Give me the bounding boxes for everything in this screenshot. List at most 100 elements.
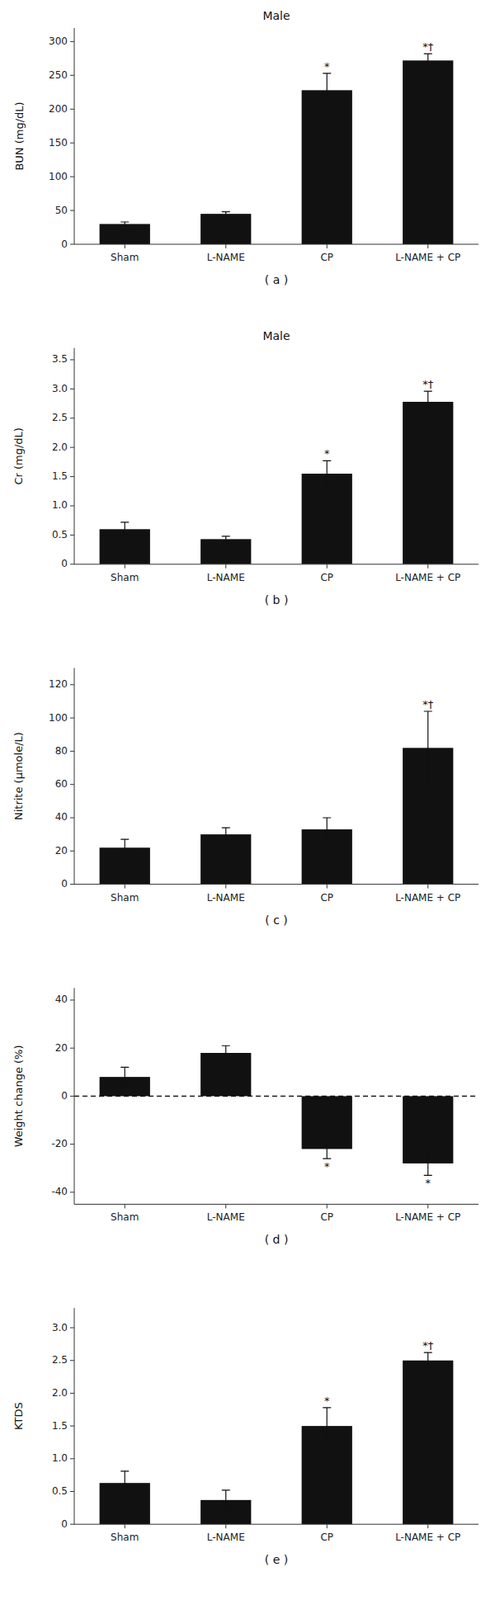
- y-tick-label: 1.5: [51, 470, 68, 482]
- title: Male: [262, 329, 290, 343]
- marks: [99, 53, 454, 245]
- error-bar: [221, 212, 231, 217]
- x-axis: [74, 1203, 479, 1205]
- annotation: *†: [422, 1338, 434, 1352]
- bar: [301, 473, 353, 565]
- x-tick-label: CP: [320, 251, 334, 264]
- y-tick: [70, 683, 75, 685]
- x-tick-label: L-NAME: [207, 1211, 246, 1223]
- y-tick-label: 100: [48, 170, 68, 183]
- panel: 020406080100120*†ShamL-NAMECPL-NAME + CP…: [13, 668, 480, 927]
- y-tick: [70, 417, 75, 419]
- y-tick: [70, 1327, 75, 1329]
- error-bar: [322, 817, 331, 841]
- panel-label: ( e ): [264, 1552, 288, 1566]
- x-tick: [225, 564, 227, 569]
- y-tick: [70, 1425, 75, 1427]
- x-tick: [124, 1523, 126, 1528]
- x-tick: [225, 884, 227, 889]
- x-tick-label: Sham: [110, 1531, 139, 1543]
- y-tick: [70, 717, 75, 719]
- panel: 00.51.01.52.02.53.03.5**†ShamL-NAMECPL-N…: [13, 329, 480, 607]
- y-tick: [70, 476, 75, 477]
- annotation: *†: [422, 697, 434, 711]
- bar: [200, 538, 251, 564]
- y-tick: [70, 41, 75, 43]
- annotation: *: [324, 1159, 330, 1173]
- y-tick-label: 0.5: [51, 1485, 68, 1497]
- error-bar: [221, 1045, 231, 1060]
- y-tick: [70, 850, 75, 852]
- y-tick: [70, 1490, 75, 1492]
- y-tick-label: 100: [48, 711, 68, 724]
- y-tick-label: 2.0: [51, 1386, 68, 1399]
- annotation: *: [324, 447, 330, 460]
- y-tick: [70, 504, 75, 506]
- error-bar: [221, 827, 231, 841]
- error-bar: [322, 73, 331, 108]
- x-tick-label: CP: [320, 891, 334, 904]
- x-axis: [74, 563, 479, 565]
- y-tick: [70, 447, 75, 448]
- x-tick-label: Sham: [110, 251, 139, 264]
- y-tick: [70, 534, 75, 536]
- y-tick-label: -40: [51, 1185, 68, 1198]
- panel-label: ( a ): [264, 273, 288, 287]
- y-axis-label: KTDS: [13, 1401, 26, 1430]
- y-tick: [70, 1047, 75, 1049]
- y-axis: [74, 1307, 76, 1524]
- y-tick-label: 50: [55, 204, 68, 217]
- y-tick-label: 2.5: [51, 1353, 68, 1366]
- y-tick: [70, 142, 75, 144]
- x-axis: [74, 883, 479, 885]
- annotation: *†: [422, 40, 434, 53]
- panel-label: ( d ): [264, 1232, 289, 1246]
- panel-label: ( c ): [264, 913, 288, 927]
- x-tick: [326, 1203, 328, 1208]
- x-tick: [225, 1203, 227, 1208]
- y-axis-label: Cr (mg/dL): [13, 427, 26, 486]
- x-tick-label: L-NAME: [207, 891, 246, 904]
- x-tick-label: L-NAME + CP: [395, 1211, 461, 1223]
- error-bar: [424, 711, 433, 785]
- y-tick-label: 2.0: [51, 441, 68, 453]
- y-tick-label: 0.5: [51, 528, 68, 541]
- error-bar: [120, 221, 129, 227]
- bar: [402, 60, 453, 245]
- y-tick-label: 2.5: [51, 411, 68, 424]
- marks: [99, 1352, 454, 1524]
- x-tick-label: Sham: [110, 891, 139, 904]
- bar: [200, 834, 251, 884]
- error-bar: [322, 1407, 331, 1444]
- x-tick: [427, 884, 429, 889]
- marks: [99, 391, 454, 565]
- x-tick: [124, 1203, 126, 1208]
- y-tick-label: 0: [61, 877, 68, 890]
- y-tick: [70, 358, 75, 360]
- y-tick-label: 3.0: [51, 1321, 68, 1334]
- y-tick-label: 1.0: [51, 499, 68, 511]
- x-tick: [326, 884, 328, 889]
- x-tick: [124, 884, 126, 889]
- y-tick: [70, 816, 75, 818]
- x-tick-label: Sham: [110, 1211, 139, 1223]
- bar: [402, 1360, 453, 1524]
- y-tick-label: 1.0: [51, 1452, 68, 1464]
- y-axis-label: BUN (mg/dL): [13, 101, 26, 170]
- annotation: *: [324, 1394, 330, 1407]
- y-tick-label: 0: [61, 1518, 68, 1530]
- x-tick-label: CP: [320, 571, 334, 584]
- marks: [99, 711, 454, 885]
- error-bar: [221, 1489, 231, 1510]
- y-tick-label: -20: [51, 1137, 68, 1150]
- panel-label: ( b ): [264, 593, 289, 607]
- annotation: *†: [422, 377, 434, 391]
- x-tick: [427, 244, 429, 249]
- x-tick-label: L-NAME + CP: [395, 891, 461, 904]
- error-bar: [322, 1139, 331, 1159]
- title: Male: [262, 9, 290, 23]
- panel: 00.51.01.52.02.53.0**†ShamL-NAMECPL-NAME…: [13, 1307, 480, 1566]
- x-axis: [74, 1523, 479, 1525]
- y-axis: [74, 668, 76, 885]
- y-axis: [74, 348, 76, 565]
